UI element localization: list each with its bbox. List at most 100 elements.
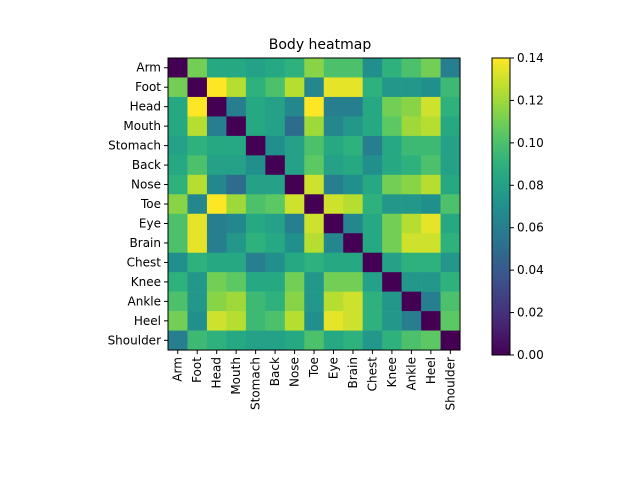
heatmap-cell <box>245 272 266 292</box>
heatmap-cell <box>323 311 344 331</box>
heatmap-cell <box>362 155 383 176</box>
heatmap-cell <box>226 233 247 253</box>
heatmap-cell <box>245 58 266 78</box>
heatmap-cell <box>245 77 266 98</box>
heatmap-cell <box>168 155 188 176</box>
heatmap-cell <box>265 194 286 215</box>
heatmap-cell <box>245 116 266 137</box>
heatmap-cell <box>245 291 266 312</box>
x-tick-label: Mouth <box>229 357 243 395</box>
heatmap-cell <box>362 311 383 331</box>
heatmap-cell <box>323 252 344 273</box>
heatmap-cell <box>421 252 441 273</box>
x-tick-label: Heel <box>424 357 438 384</box>
heatmap-cell <box>265 174 286 195</box>
heatmap-cell <box>401 58 422 78</box>
x-tick-label: Chest <box>365 357 379 392</box>
heatmap-cell <box>265 291 286 312</box>
heatmap-cell <box>206 155 227 176</box>
heatmap-cell <box>323 291 344 312</box>
heatmap-cell <box>187 213 208 234</box>
heatmap-cell <box>362 96 383 117</box>
heatmap-cell <box>187 194 208 215</box>
heatmap-cell <box>440 330 461 351</box>
heatmap-cell <box>421 77 441 98</box>
heatmap-cell <box>206 233 227 253</box>
heatmap-cell <box>382 174 402 195</box>
heatmap-cell <box>304 58 325 78</box>
heatmap-cell <box>304 77 325 98</box>
x-tick-label: Ankle <box>404 357 418 390</box>
heatmap-cell <box>440 291 461 312</box>
y-tick-label: Nose <box>131 178 161 192</box>
heatmap-cell <box>304 272 325 292</box>
heatmap-cell <box>168 116 188 137</box>
y-tick-label: Toe <box>140 197 161 211</box>
heatmap-cell <box>206 135 227 156</box>
heatmap-cell <box>226 135 247 156</box>
heatmap-cell <box>206 213 227 234</box>
heatmap-cell <box>362 291 383 312</box>
heatmap-cell <box>245 174 266 195</box>
heatmap-cell <box>440 194 461 215</box>
heatmap-cell <box>226 58 247 78</box>
heatmap-cell <box>323 135 344 156</box>
heatmap-cell <box>401 77 422 98</box>
heatmap-cell <box>304 174 325 195</box>
heatmap-cell <box>323 116 344 137</box>
colorbar-tick-label: 0.06 <box>517 221 544 235</box>
heatmap-cell <box>168 311 188 331</box>
heatmap-cell <box>421 291 441 312</box>
heatmap-cell <box>187 135 208 156</box>
heatmap-cell <box>440 155 461 176</box>
colorbar-tick-label: 0.08 <box>517 178 544 192</box>
heatmap-cell <box>343 213 363 234</box>
heatmap-cell <box>323 233 344 253</box>
heatmap-cell <box>440 213 461 234</box>
heatmap-cell <box>343 135 363 156</box>
heatmap-cell <box>226 155 247 176</box>
heatmap-cell <box>440 252 461 273</box>
heatmap-cell <box>401 194 422 215</box>
heatmap-cell <box>323 213 344 234</box>
heatmap-cell <box>284 116 305 137</box>
heatmap-cell <box>323 155 344 176</box>
heatmap-cell <box>421 116 441 137</box>
heatmap-cell <box>187 330 208 351</box>
heatmap-cell <box>168 291 188 312</box>
heatmap-cell <box>226 77 247 98</box>
heatmap-cell <box>168 58 188 78</box>
heatmap-cell <box>401 330 422 351</box>
heatmap-cell <box>265 330 286 351</box>
heatmap-cell <box>187 77 208 98</box>
heatmap-cell <box>323 272 344 292</box>
heatmap-cell <box>265 213 286 234</box>
y-tick-label: Heel <box>134 314 161 328</box>
heatmap-cell <box>226 194 247 215</box>
heatmap-cell <box>265 58 286 78</box>
x-tick-label: Knee <box>385 357 399 387</box>
heatmap-cell <box>421 213 441 234</box>
heatmap-cell <box>362 77 383 98</box>
heatmap-cell <box>421 58 441 78</box>
heatmap-cell <box>245 252 266 273</box>
colorbar-gradient <box>491 57 511 356</box>
x-tick-label: Eye <box>326 357 340 379</box>
heatmap-cell <box>362 330 383 351</box>
heatmap-cell <box>206 311 227 331</box>
heatmap-cell <box>206 272 227 292</box>
colorbar-tick-label: 0.14 <box>517 51 544 65</box>
heatmap-cell <box>323 77 344 98</box>
heatmap-cell <box>245 233 266 253</box>
x-tick-label: Stomach <box>249 357 263 410</box>
heatmap-cell <box>343 194 363 215</box>
heatmap-cell <box>206 77 227 98</box>
heatmap-cell <box>362 174 383 195</box>
heatmap-cell <box>382 116 402 137</box>
heatmap-cell <box>168 77 188 98</box>
heatmap-cell <box>226 213 247 234</box>
heatmap-cell <box>284 96 305 117</box>
heatmap-cell <box>284 272 305 292</box>
heatmap-cell <box>284 233 305 253</box>
heatmap-cell <box>187 155 208 176</box>
